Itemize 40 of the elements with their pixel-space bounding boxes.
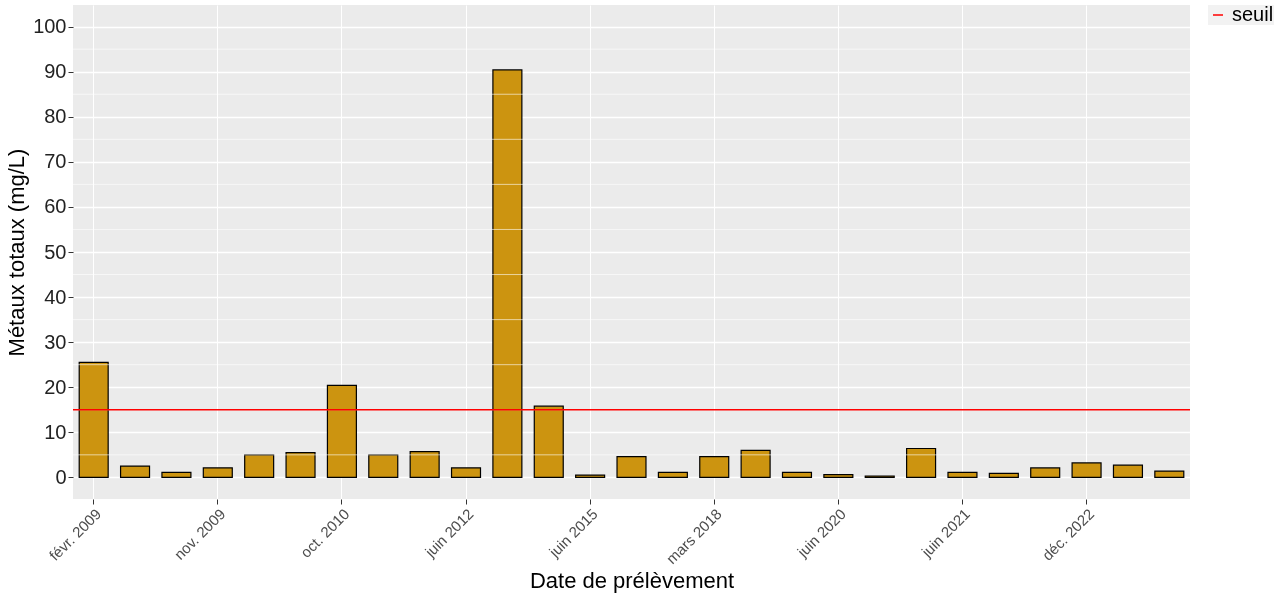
bar [616, 456, 647, 478]
y-tick-label: 30 [44, 330, 67, 353]
y-axis-title: Métaux totaux (mg/L) [4, 148, 30, 357]
bar [699, 456, 730, 478]
bar [1112, 464, 1144, 478]
y-tick-label: 80 [44, 105, 67, 128]
y-tick-label: 0 [55, 465, 67, 488]
bar [947, 471, 978, 478]
bar [575, 474, 606, 478]
y-tick-label: 100 [33, 15, 67, 38]
bar [740, 449, 771, 478]
bar [823, 474, 854, 478]
bar [492, 69, 523, 478]
y-tick-label: 50 [44, 240, 67, 263]
bar [1154, 470, 1185, 478]
bar [409, 451, 440, 478]
legend-label: seuil [1232, 3, 1274, 25]
y-tick-label: 60 [44, 195, 67, 218]
bar [285, 451, 316, 478]
x-axis-title: Date de prélèvement [529, 568, 735, 594]
bar [1030, 467, 1061, 478]
bar [202, 467, 233, 478]
bar [450, 467, 482, 478]
y-tick-label: 20 [44, 375, 67, 398]
bar [161, 471, 192, 478]
bar [1071, 462, 1102, 478]
bar [657, 471, 688, 478]
bar [119, 465, 151, 478]
bar [78, 361, 109, 478]
bar [368, 454, 399, 478]
bar [533, 405, 564, 478]
y-tick-label: 90 [44, 60, 67, 83]
y-tick-label: 40 [44, 285, 67, 308]
bar [244, 454, 275, 478]
bar [906, 447, 937, 478]
bar [781, 471, 813, 478]
y-tick-label: 10 [44, 420, 67, 443]
y-tick-label: 70 [44, 150, 67, 173]
bar [988, 472, 1019, 478]
bar [326, 384, 357, 478]
